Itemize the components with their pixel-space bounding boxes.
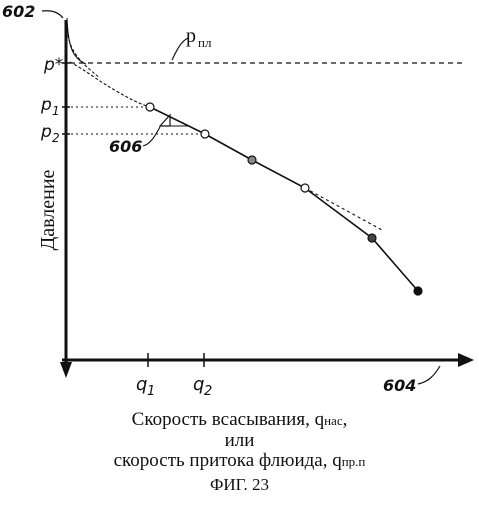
ref-numeral-602: 602: [2, 2, 35, 21]
tangent-extension: [305, 188, 382, 230]
reservoir-pressure-label: p пл: [186, 25, 212, 50]
y-tick-label-p2: p 2: [40, 122, 60, 145]
x-axis-arrow: [458, 353, 474, 367]
svg-text:p: p: [186, 25, 196, 47]
tangent-triangle-leader: [143, 127, 160, 146]
x-axis-title-line1: Скорость всасывания, qнас,: [0, 410, 479, 431]
x-axis-title-line2: или: [0, 431, 479, 451]
data-point-open: [146, 103, 154, 111]
svg-text:пл: пл: [198, 35, 212, 50]
x-axis-title-block: Скорость всасывания, qнас, или скорость …: [0, 410, 479, 472]
y-tick-label-p1: p 1: [40, 95, 60, 118]
pressure-curve-initial: [70, 62, 150, 107]
ref-numeral-606: 606: [109, 137, 142, 156]
ref-604-leader: [418, 366, 440, 384]
data-point-hatched: [248, 156, 256, 164]
svg-text:q: q: [136, 374, 147, 395]
transient-curve-dashed: [67, 30, 100, 78]
data-point-open: [301, 184, 309, 192]
svg-text:2: 2: [204, 384, 212, 399]
ref-numeral-604: 604: [383, 376, 416, 395]
ref-602-leader: [42, 11, 63, 18]
data-point-hatched-dark: [368, 234, 376, 242]
data-point-open: [201, 130, 209, 138]
pressure-curve-main: [150, 107, 418, 291]
x-tick-label-q2: q 2: [193, 374, 212, 399]
svg-text:p: p: [40, 95, 52, 115]
x-axis-title-line3: скорость притока флюида, qпр.п: [0, 451, 479, 472]
y-axis-title: Давление: [37, 169, 59, 250]
svg-text:1: 1: [52, 104, 60, 118]
y-axis-bottom-arrow: [60, 362, 72, 378]
figure-caption: ФИГ. 23: [0, 475, 479, 495]
tangent-triangle: [160, 115, 170, 126]
svg-text:1: 1: [147, 384, 155, 399]
x-tick-label-q1: q 1: [136, 374, 155, 399]
svg-text:q: q: [193, 374, 204, 395]
data-point-solid: [414, 287, 422, 295]
y-tick-label-pstar: p*: [43, 55, 63, 75]
svg-text:2: 2: [52, 131, 60, 145]
svg-text:p: p: [40, 122, 52, 142]
